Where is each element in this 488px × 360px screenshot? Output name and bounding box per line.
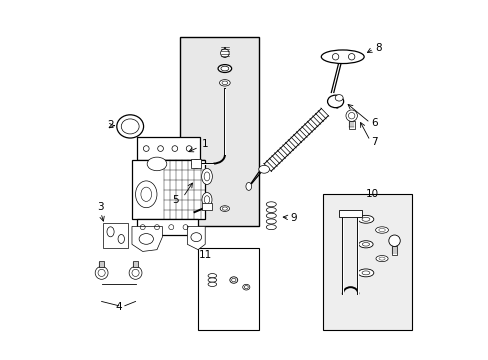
Ellipse shape <box>207 282 216 287</box>
Ellipse shape <box>358 241 372 248</box>
Ellipse shape <box>242 284 249 290</box>
Ellipse shape <box>219 80 230 86</box>
Ellipse shape <box>375 227 387 233</box>
Ellipse shape <box>118 234 124 243</box>
Ellipse shape <box>258 165 269 173</box>
Circle shape <box>345 110 357 121</box>
Ellipse shape <box>107 227 114 237</box>
Circle shape <box>95 266 108 279</box>
Ellipse shape <box>220 206 229 211</box>
Circle shape <box>332 54 338 60</box>
Text: 11: 11 <box>199 250 212 260</box>
Circle shape <box>220 49 229 58</box>
Ellipse shape <box>121 119 139 134</box>
Ellipse shape <box>221 66 228 71</box>
Ellipse shape <box>202 193 212 207</box>
Ellipse shape <box>357 269 373 277</box>
Bar <box>348 121 354 129</box>
Circle shape <box>348 112 354 119</box>
Bar <box>391 247 397 255</box>
Text: 8: 8 <box>374 43 381 53</box>
Ellipse shape <box>231 278 235 282</box>
Bar <box>201 203 212 210</box>
Ellipse shape <box>135 181 157 208</box>
Bar <box>190 159 201 168</box>
Ellipse shape <box>327 95 343 108</box>
Bar <box>137 219 198 235</box>
Text: 3: 3 <box>97 202 104 212</box>
Circle shape <box>129 266 142 279</box>
Text: 6: 6 <box>370 118 377 128</box>
Bar <box>323 194 411 330</box>
Ellipse shape <box>362 243 369 246</box>
Text: 1: 1 <box>188 139 208 152</box>
Bar <box>137 137 200 160</box>
Ellipse shape <box>141 187 151 202</box>
Ellipse shape <box>190 233 201 242</box>
Text: 10: 10 <box>365 189 378 199</box>
Ellipse shape <box>245 183 251 190</box>
Circle shape <box>388 235 400 247</box>
Bar <box>180 37 258 226</box>
Ellipse shape <box>244 285 248 289</box>
Ellipse shape <box>357 215 373 223</box>
Bar <box>132 160 205 219</box>
Ellipse shape <box>139 234 153 244</box>
Text: 2: 2 <box>107 120 113 130</box>
Bar <box>132 261 138 267</box>
Ellipse shape <box>335 95 343 101</box>
Ellipse shape <box>266 213 276 218</box>
Bar <box>198 248 258 330</box>
Ellipse shape <box>266 202 276 207</box>
Ellipse shape <box>361 217 369 221</box>
Bar <box>99 261 104 267</box>
Ellipse shape <box>266 207 276 212</box>
Ellipse shape <box>147 157 166 171</box>
Ellipse shape <box>266 225 276 230</box>
Ellipse shape <box>117 115 143 138</box>
Circle shape <box>98 269 105 276</box>
Ellipse shape <box>218 64 231 72</box>
Ellipse shape <box>378 228 385 231</box>
Polygon shape <box>132 226 162 251</box>
Ellipse shape <box>207 274 216 278</box>
Text: 7: 7 <box>370 138 377 148</box>
Ellipse shape <box>229 277 237 283</box>
Ellipse shape <box>266 219 276 224</box>
Text: 4: 4 <box>115 302 122 312</box>
Circle shape <box>132 269 139 276</box>
Ellipse shape <box>361 271 369 275</box>
Circle shape <box>192 159 200 168</box>
Text: 9: 9 <box>290 212 296 222</box>
Bar <box>339 210 361 217</box>
Ellipse shape <box>201 168 212 184</box>
Polygon shape <box>187 226 205 249</box>
Ellipse shape <box>378 257 384 260</box>
Bar <box>103 223 128 248</box>
Ellipse shape <box>321 50 364 64</box>
Ellipse shape <box>375 256 387 262</box>
Circle shape <box>348 54 354 60</box>
Ellipse shape <box>222 81 227 85</box>
Text: 5: 5 <box>172 195 179 204</box>
Ellipse shape <box>222 207 227 210</box>
Ellipse shape <box>207 278 216 282</box>
Ellipse shape <box>204 196 209 203</box>
Ellipse shape <box>203 172 209 181</box>
